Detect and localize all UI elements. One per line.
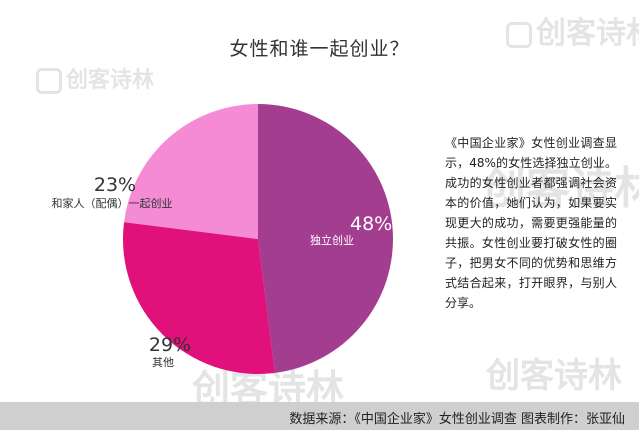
watermark-logo-bottom-right: 创客诗林 [486, 348, 622, 397]
watermark-logo-top-left: 创客诗林 [36, 62, 154, 94]
pie-slice-2 [123, 222, 275, 374]
slice-category-label-3: 和家人（配偶）一起创业 [52, 196, 173, 210]
slice-percent-label-1: 48% [350, 213, 392, 235]
pie-slice-3 [124, 104, 258, 239]
slice-percent-label-2: 29% [149, 334, 191, 356]
pie-slice-1 [258, 104, 393, 373]
watermark-text: 创客诗林 [66, 68, 155, 93]
footer-source: 数据来源：《中国企业家》女性创业调查 图表制作：张亚仙 [289, 412, 625, 427]
watermark-mark-icon [36, 68, 62, 94]
slice-percent-label-3: 23% [94, 174, 136, 196]
slice-category-label-1: 独立创业 [310, 233, 354, 247]
watermark-logo-top-right: 创客诗林 [506, 8, 639, 52]
watermark-text: 创客诗林 [486, 356, 622, 396]
chart-title: 女性和谁一起创业？ [229, 38, 410, 60]
watermark-text: 创客诗林 [536, 16, 639, 51]
chart-note: 《中国企业家》女性创业调查显示，48%的女性选择独立创业。成功的女性创业者都强调… [445, 136, 617, 310]
slice-category-label-2: 其他 [152, 356, 174, 369]
watermark-text: 创客诗林 [482, 163, 639, 214]
pie-chart: 48%独立创业 29%其他 23%和家人（配偶）一起创业 [52, 104, 393, 374]
footer-bar: 数据来源：《中国企业家》女性创业调查 图表制作：张亚仙 [0, 402, 639, 430]
watermark-mark-icon [506, 21, 532, 48]
watermark-logo-right: 创客诗林 [482, 152, 639, 216]
